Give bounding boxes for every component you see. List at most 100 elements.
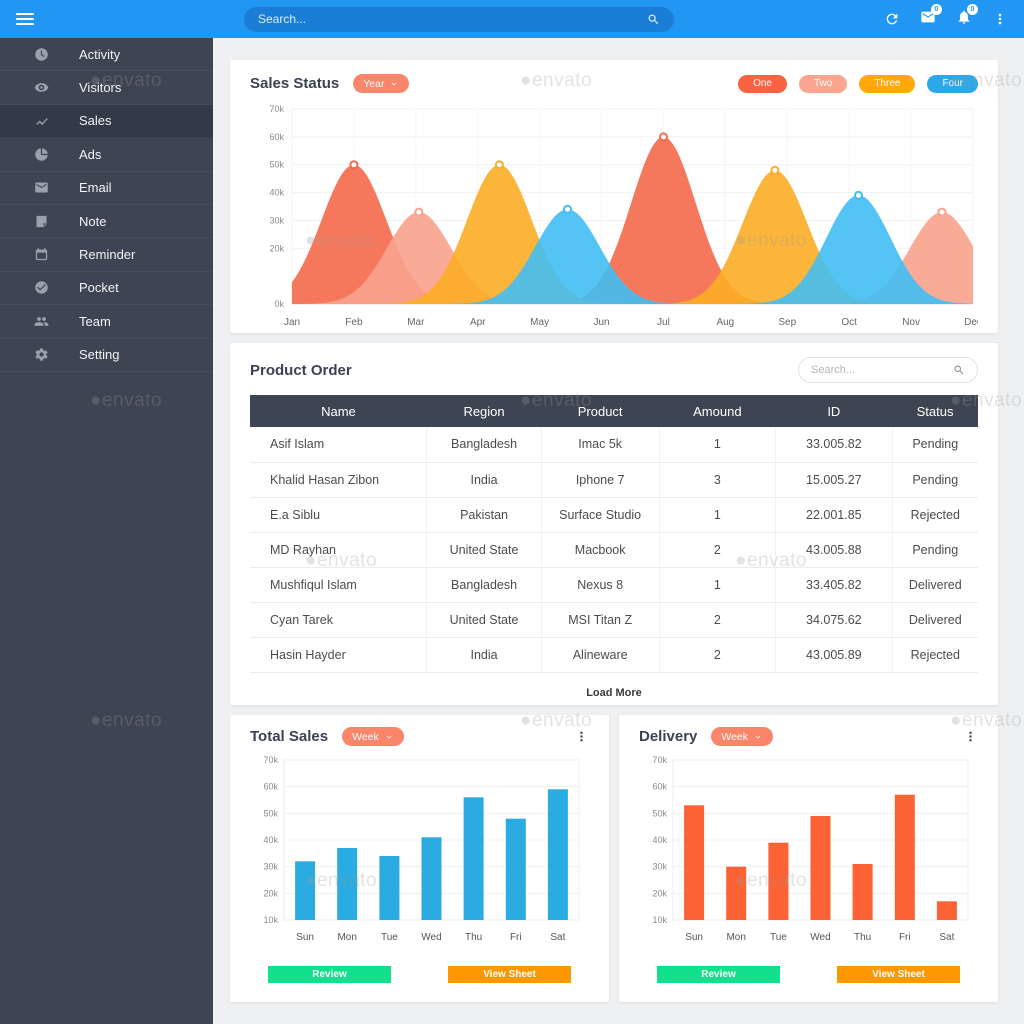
table-row: Hasin Hayder India Alineware 2 43.005.89 Reje…	[250, 637, 978, 673]
column-header-amound: Amound	[659, 395, 776, 427]
cell-id: 33.405.82	[775, 567, 893, 603]
mail-icon	[34, 180, 49, 195]
cell-product: Surface Studio	[540, 497, 660, 533]
sidebar-item-label: Team	[79, 313, 111, 329]
table-row: Khalid Hasan Zibon India Iphone 7 3 15.005.2…	[250, 462, 978, 498]
sidebar-item-label: Setting	[79, 347, 120, 363]
svg-text:Sat: Sat	[550, 932, 565, 943]
delivery-chart: 70k 60k 50k 40k 30k 20k 10k Sun Mon Tue Wed Thu Fri S…	[639, 750, 978, 958]
svg-text:Oct: Oct	[841, 317, 857, 328]
legend-chip-four[interactable]: Four	[927, 74, 978, 93]
sales-status-card: Sales Status Year One Two Three Four 70k 60k…	[230, 60, 998, 333]
sales-status-legend: One Two Three Four	[738, 74, 978, 93]
chevron-down-icon	[753, 732, 763, 742]
sidebar-item-reminder[interactable]: Reminder	[0, 238, 213, 272]
product-order-title: Product Order	[250, 361, 352, 379]
cell-amound: 2	[658, 637, 776, 673]
cell-amound: 1	[658, 497, 776, 533]
load-more-button[interactable]: Load More	[586, 686, 642, 699]
sidebar-item-setting[interactable]: Setting	[0, 339, 213, 372]
chevron-down-icon	[389, 79, 399, 89]
cell-region: India	[426, 462, 542, 498]
sales-status-period-dropdown[interactable]: Year	[353, 74, 410, 93]
hamburger-menu-icon[interactable]	[16, 13, 34, 25]
sidebar-item-note[interactable]: Note	[0, 205, 213, 239]
global-search-input[interactable]	[258, 12, 647, 26]
gear-icon	[34, 347, 49, 362]
search-icon[interactable]	[953, 364, 965, 376]
cell-status: Delivered	[891, 602, 978, 638]
svg-text:Aug: Aug	[716, 317, 734, 328]
bell-icon[interactable]: 0	[956, 3, 978, 30]
delivery-title: Delivery	[639, 728, 698, 745]
cell-amound: 1	[658, 427, 776, 463]
table-row: Mushfiqul Islam Bangladesh Nexus 8 1 33.405.…	[250, 567, 978, 603]
total-sales-chart: 70k 60k 50k 40k 30k 20k 10k Sun Mon Tue Wed Thu Fri S…	[250, 750, 589, 958]
kebab-menu-icon[interactable]	[963, 729, 978, 744]
svg-text:Jul: Jul	[657, 317, 670, 328]
cell-region: United State	[426, 602, 542, 638]
sidebar-item-pocket[interactable]: Pocket	[0, 272, 213, 306]
review-button[interactable]: Review	[657, 966, 780, 983]
sidebar-item-label: Note	[79, 213, 107, 229]
legend-chip-two[interactable]: Two	[798, 74, 848, 93]
total-sales-card: Total Sales Week 70k 60k 50k 40k 30k 20k 10k Su…	[230, 715, 609, 1002]
mail-icon[interactable]: 0	[920, 3, 942, 30]
legend-chip-three[interactable]: Three	[859, 74, 916, 93]
sidebar-item-email[interactable]: Email	[0, 172, 213, 205]
sidebar-item-team[interactable]: Team	[0, 305, 213, 339]
svg-text:Nov: Nov	[902, 317, 920, 328]
table-search[interactable]	[798, 357, 978, 383]
table-search-input[interactable]	[811, 364, 953, 376]
cell-region: Bangladesh	[426, 567, 542, 603]
view-sheet-button[interactable]: View Sheet	[837, 966, 960, 983]
sidebar-item-ads[interactable]: Ads	[0, 138, 213, 172]
svg-text:Fri: Fri	[510, 932, 522, 943]
refresh-icon[interactable]	[884, 11, 900, 27]
svg-text:60k: 60k	[652, 782, 667, 792]
search-icon[interactable]	[647, 13, 660, 26]
cell-id: 33.005.82	[775, 427, 893, 463]
clock-icon	[34, 47, 49, 62]
delivery-period-dropdown[interactable]: Week	[711, 727, 774, 746]
svg-text:50k: 50k	[652, 808, 667, 818]
svg-text:60k: 60k	[263, 782, 278, 792]
cell-id: 34.075.62	[775, 602, 893, 638]
cell-status: Pending	[891, 462, 978, 498]
legend-chip-one[interactable]: One	[738, 74, 787, 93]
svg-text:Sat: Sat	[939, 932, 954, 943]
svg-text:Thu: Thu	[854, 932, 871, 943]
sidebar: Activity Visitors Sales Ads Email Note Reminde…	[0, 38, 213, 1024]
column-header-status: Status	[892, 395, 978, 427]
sidebar-item-visitors[interactable]: Visitors	[0, 71, 213, 105]
product-order-table: Name Region Product Amound ID Status Asif Isl…	[250, 395, 978, 673]
cell-name: Asif Islam	[250, 427, 427, 463]
cell-id: 15.005.27	[775, 462, 893, 498]
column-header-id: ID	[775, 395, 893, 427]
svg-text:60k: 60k	[269, 132, 284, 142]
total-sales-period-dropdown[interactable]: Week	[342, 727, 404, 746]
cell-region: Pakistan	[426, 497, 542, 533]
global-search[interactable]	[244, 6, 674, 32]
sidebar-item-sales[interactable]: Sales	[0, 104, 213, 139]
sidebar-item-label: Reminder	[79, 247, 136, 263]
cell-id: 43.005.88	[775, 532, 893, 568]
kebab-menu-icon[interactable]	[574, 729, 589, 744]
svg-text:70k: 70k	[263, 755, 278, 765]
svg-text:20k: 20k	[269, 243, 284, 253]
view-sheet-button[interactable]: View Sheet	[448, 966, 571, 983]
cell-product: Imac 5k	[540, 427, 660, 463]
svg-text:40k: 40k	[263, 835, 278, 845]
trending-up-icon	[34, 113, 49, 128]
svg-text:30k: 30k	[269, 215, 284, 225]
svg-text:Fri: Fri	[899, 932, 911, 943]
note-icon	[34, 214, 49, 229]
people-icon	[34, 314, 49, 329]
topbar-center	[34, 6, 884, 32]
pie-chart-icon	[34, 147, 49, 162]
kebab-menu-icon[interactable]	[992, 11, 1008, 27]
review-button[interactable]: Review	[268, 966, 391, 983]
sidebar-item-activity[interactable]: Activity	[0, 38, 213, 72]
cell-status: Rejected	[891, 637, 978, 673]
